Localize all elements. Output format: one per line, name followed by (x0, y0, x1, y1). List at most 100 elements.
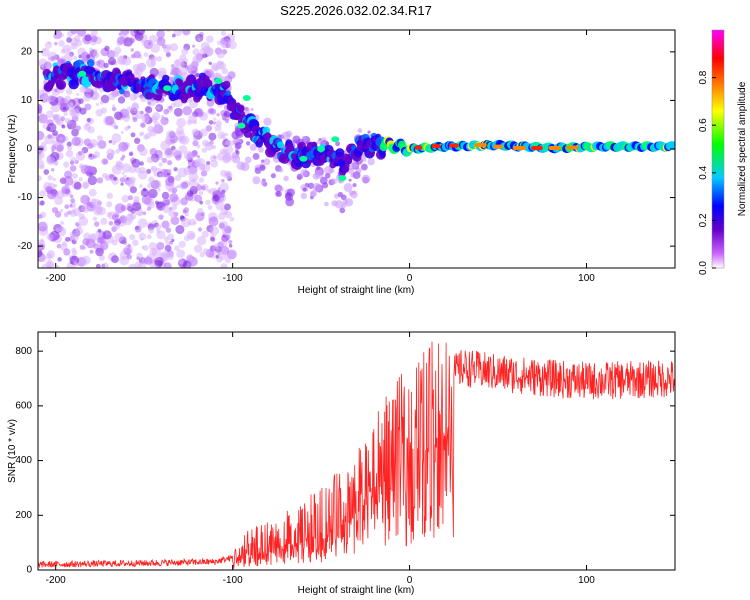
spectrogram-highlight (163, 85, 172, 92)
spectrogram-noise-blob (149, 147, 158, 156)
spectrogram-noise-blob (163, 262, 172, 268)
spectrogram-noise-blob (337, 191, 344, 198)
spectrogram-noise-blob (213, 117, 217, 121)
spectrogram-noise-blob (217, 60, 223, 66)
spectrogram-noise-blob (59, 208, 64, 213)
spectrogram-noise-blob (151, 112, 161, 121)
spectrogram-noise-blob (52, 177, 57, 182)
spectrogram-noise-blob (46, 110, 54, 119)
spectrogram-noise-blob (146, 156, 154, 164)
spectrogram-noise-blob (194, 244, 203, 253)
spectrogram-noise-blob (205, 199, 211, 206)
spectrogram-noise-blob (75, 222, 80, 227)
spectrogram-noise-blob (47, 51, 58, 62)
spectrogram-noise-blob (156, 229, 161, 234)
spectrogram-noise-blob (63, 111, 68, 116)
spectrogram-noise-blob (177, 167, 188, 178)
spectrogram-noise-blob (47, 175, 53, 181)
colorbar-ticks: 0.0 0.2 0.4 0.6 0.8 (698, 70, 716, 275)
spectrogram-noise-blob (95, 229, 104, 238)
spectrogram-noise-blob (134, 166, 141, 174)
spectrogram-noise-blob (216, 152, 226, 161)
spectrogram-noise-blob (139, 132, 144, 137)
spectrogram-noise-blob (79, 244, 85, 250)
spectrogram-noise-blob (229, 216, 235, 222)
spectrogram-noise-blob (209, 154, 218, 162)
spectrogram-noise-blob (133, 137, 141, 144)
spectrogram-noise-blob (191, 128, 199, 136)
spectrogram-noise-blob (108, 92, 116, 101)
spectrogram-noise-blob (87, 175, 98, 186)
spectrogram-noise-blob (140, 188, 149, 197)
spectrogram-noise-blob (97, 135, 103, 141)
spectrogram-ridge-blob (71, 76, 79, 84)
spectrogram-noise-blob (161, 191, 170, 200)
spectrogram-noise-blob (78, 177, 83, 182)
spectrogram-ridge-blob (145, 91, 153, 100)
spectrogram-noise-blob (92, 216, 98, 221)
spectrogram-noise-blob (244, 156, 252, 164)
spectrogram-hotspot (431, 144, 441, 149)
spectrogram-noise-blob (99, 241, 109, 251)
spectrogram-noise-blob (73, 56, 78, 60)
spectrogram-noise-blob (42, 118, 48, 125)
spectrogram-noise-blob (156, 241, 165, 251)
spectrogram-noise-blob (45, 126, 51, 132)
spectrogram-noise-blob (176, 249, 186, 258)
spectrogram-noise-blob (335, 141, 341, 147)
spectrogram-noise-blob (171, 238, 175, 243)
spectrogram-noise-blob (69, 173, 73, 178)
spectrogram-noise-blob (192, 55, 200, 63)
spectrogram-noise-blob (352, 183, 357, 188)
spectrogram-noise-blob (160, 30, 165, 35)
spectrogram-noise-blob (69, 204, 73, 208)
spectrogram-noise-blob (134, 225, 142, 233)
spectrogram-noise-blob (69, 156, 78, 165)
spectrogram-noise-blob (270, 173, 276, 179)
spectrogram-noise-blob (194, 107, 204, 118)
spectrogram-noise-blob (263, 158, 271, 166)
spectrogram-noise-blob (116, 55, 127, 66)
spectrogram-noise-blob (192, 44, 196, 48)
spectrogram-noise-blob (195, 72, 200, 78)
snr-xtick-label: -200 (46, 575, 66, 586)
spectrogram-noise-blob (178, 258, 184, 265)
spectrogram-noise-blob (106, 192, 113, 199)
spectrogram-noise-blob (90, 233, 98, 241)
spectrogram-noise-blob (194, 194, 203, 203)
spectrogram-noise-blob (70, 108, 81, 118)
spectrogram-noise-blob (60, 58, 67, 65)
spectrogram-noise-blob (206, 35, 214, 44)
spectrogram-noise-blob (42, 124, 48, 129)
colorbar-gradient (712, 30, 724, 268)
spectrogram-noise-blob (316, 165, 321, 171)
spectrogram-noise-blob (69, 194, 74, 199)
spectrogram-noise-blob (339, 207, 346, 214)
spectrogram-noise-blob (94, 221, 100, 227)
spectrogram-noise-blob (208, 61, 212, 65)
spectrogram-highlight (214, 78, 223, 84)
spectrogram-xtick-label: -100 (223, 273, 243, 284)
spectrogram-noise-blob (220, 30, 227, 36)
spectrogram-noise-blob (43, 169, 50, 175)
spectrogram-noise-blob (106, 211, 112, 218)
spectrogram-ytick-label: 10 (21, 95, 33, 106)
spectrogram-noise-blob (182, 30, 191, 36)
spectrogram-noise-blob (129, 186, 137, 194)
spectrogram-noise-blob (155, 223, 162, 230)
spectrogram-noise-blob (80, 51, 90, 61)
spectrogram-noise-blob (84, 34, 92, 42)
spectrogram-noise-blob (73, 181, 82, 190)
spectrogram-noise-blob (123, 43, 127, 47)
spectrogram-noise-blob (57, 257, 62, 262)
spectrogram-noise-blob (147, 42, 151, 46)
spectrogram-noise-blob (64, 212, 69, 218)
spectrogram-noise-blob (71, 250, 78, 256)
spectrogram-noise-blob (212, 121, 216, 125)
spectrogram-noise-blob (45, 253, 53, 260)
spectrogram-noise-blob (231, 130, 240, 140)
spectrogram-noise-blob (234, 141, 242, 150)
spectrogram-noise-blob (76, 92, 80, 96)
spectrogram-noise-blob (107, 57, 117, 66)
